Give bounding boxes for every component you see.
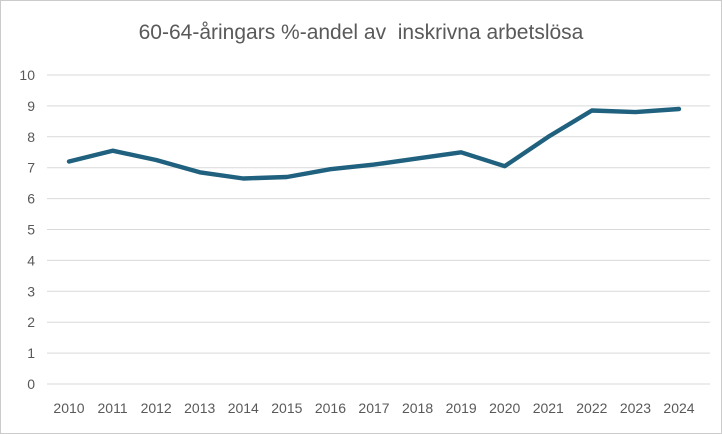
y-axis-tick-label: 3	[27, 283, 35, 299]
data-series-line	[66, 106, 682, 181]
x-axis-tick-label: 2020	[489, 400, 520, 416]
y-axis-tick-label: 1	[27, 345, 35, 361]
y-axis-tick-label: 4	[27, 252, 35, 268]
y-axis-tick-label: 0	[27, 376, 35, 392]
x-axis-tick-label: 2012	[141, 400, 172, 416]
x-axis-tick-label: 2017	[358, 400, 389, 416]
x-axis-tick-label: 2021	[533, 400, 564, 416]
x-axis-tick-label: 2024	[663, 400, 694, 416]
x-axis-tick-label: 2018	[402, 400, 433, 416]
x-axis-tick-label: 2016	[315, 400, 346, 416]
x-axis-tick-label: 2022	[576, 400, 607, 416]
y-axis-tick-label: 5	[27, 222, 35, 238]
x-axis-tick-label: 2010	[53, 400, 84, 416]
x-axis-tick-label: 2019	[446, 400, 477, 416]
x-axis-tick-label: 2013	[184, 400, 215, 416]
y-axis-tick-label: 7	[27, 160, 35, 176]
x-axis-tick-label: 2015	[271, 400, 302, 416]
y-axis-tick-label: 8	[27, 129, 35, 145]
y-axis-tick-label: 2	[27, 314, 35, 330]
y-axis-tick-label: 10	[19, 67, 35, 83]
x-axis-tick-label: 2011	[98, 400, 128, 416]
x-axis-tick-label: 2023	[620, 400, 651, 416]
y-axis-tick-label: 6	[27, 191, 35, 207]
x-axis-tick-label: 2014	[228, 400, 259, 416]
chart-title: 60-64-åringars %-andel av inskrivna arbe…	[138, 21, 584, 44]
y-axis-tick-label: 9	[27, 98, 35, 114]
